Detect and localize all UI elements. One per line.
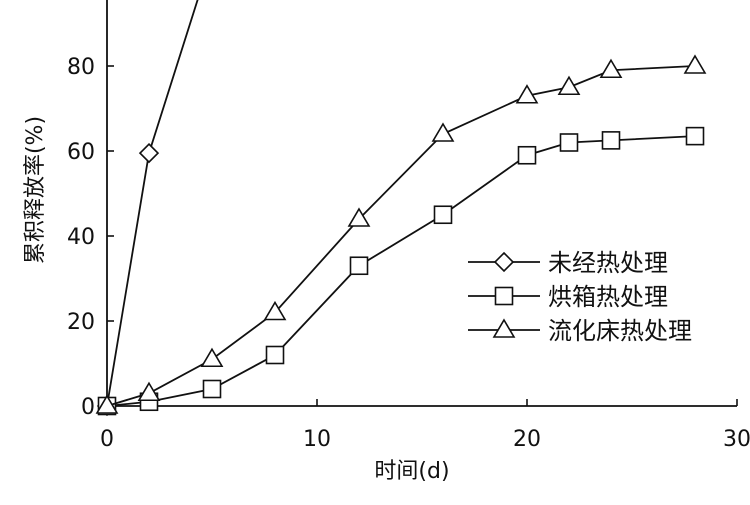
data-point-square (517, 145, 537, 165)
data-point-triangle (137, 381, 161, 402)
y-axis-title: 累积释放率(%) (23, 116, 48, 264)
series-line-triangle (106, 65, 696, 407)
x-tick-label: 20 (513, 427, 541, 452)
x-tick-label: 0 (100, 427, 114, 452)
data-point-square (202, 379, 222, 399)
data-point-square (685, 126, 705, 146)
series-line-diamond (106, 0, 199, 407)
legend-marker-diamond (493, 251, 515, 273)
series-line-square (106, 135, 696, 407)
series-triangle (95, 54, 707, 414)
data-point-square (559, 133, 579, 152)
axes: 0 10 20 30 0 20 40 60 80 (67, 0, 750, 452)
data-point-square (433, 205, 453, 225)
data-point-diamond (138, 142, 160, 164)
data-point-triangle (263, 300, 287, 321)
x-axis-title: 时间(d) (374, 459, 449, 484)
legend-marker-triangle (492, 318, 516, 338)
series-diamond (96, 0, 199, 417)
legend-label-diamond: 未经热处理 (548, 249, 668, 277)
y-tick-label: 80 (67, 55, 95, 80)
legend-label-triangle: 流化床热处理 (548, 317, 692, 345)
x-tick-label: 10 (303, 427, 331, 452)
y-tick-label: 20 (67, 310, 95, 335)
data-point-triangle (200, 347, 224, 368)
legend-label-square: 烘箱热处理 (548, 283, 668, 311)
data-point-triangle (347, 207, 371, 227)
y-tick-label: 0 (81, 395, 95, 420)
y-tick-label: 60 (67, 140, 95, 165)
data-point-triangle (683, 54, 707, 74)
legend-marker-square (494, 286, 514, 306)
data-point-triangle (599, 58, 623, 79)
x-tick-label: 30 (723, 427, 750, 452)
series-square (97, 126, 705, 416)
data-point-triangle (557, 75, 581, 96)
data-point-triangle (431, 122, 455, 142)
data-point-square (349, 256, 369, 276)
y-tick-label: 40 (67, 225, 95, 250)
data-point-triangle (95, 394, 119, 414)
data-point-triangle (515, 84, 539, 104)
series-layer (95, 0, 707, 417)
data-point-square (265, 345, 285, 365)
data-point-square (601, 131, 621, 150)
